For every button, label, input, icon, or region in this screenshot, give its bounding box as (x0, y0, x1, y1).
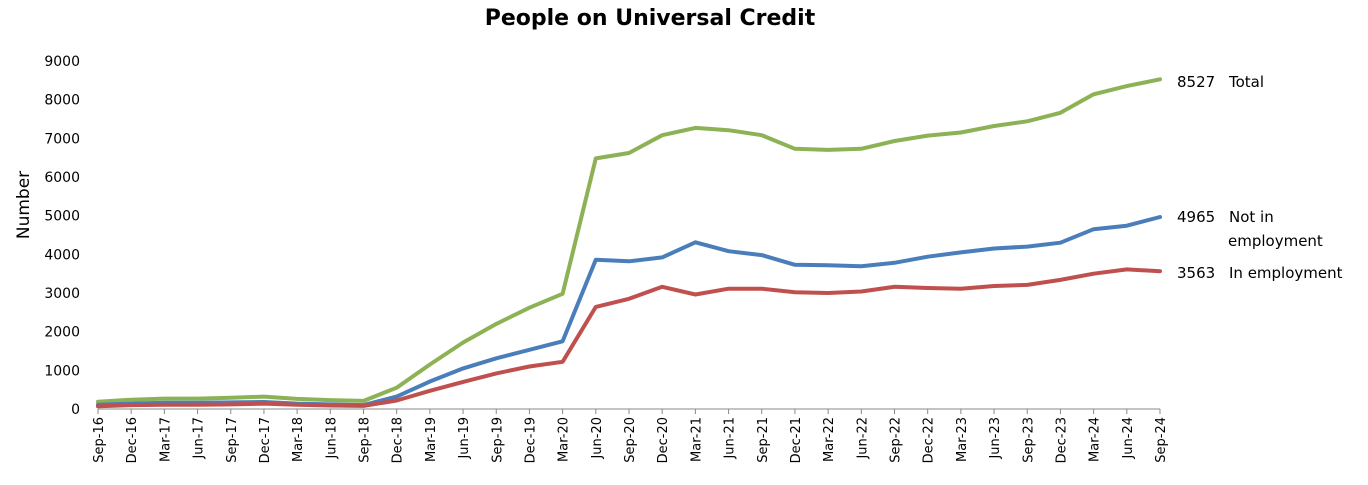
y-tick-label: 7000 (44, 131, 80, 147)
x-tick-label: Mar-21 (689, 417, 704, 462)
x-tick-label: Mar-19 (424, 417, 439, 462)
x-tick-label: Dec-20 (656, 417, 671, 463)
x-tick-label: Jun-20 (590, 417, 605, 460)
y-tick-label: 3000 (44, 286, 80, 302)
x-tick-label: Dec-18 (391, 417, 406, 463)
x-tick-label: Sep-16 (92, 417, 107, 463)
x-tick-label: Dec-16 (125, 417, 140, 463)
series-line-not-in-employment (96, 215, 1162, 408)
x-tick-label: Jun-18 (324, 417, 339, 460)
y-tick-label: 8000 (44, 93, 80, 109)
x-tick-label: Mar-20 (557, 417, 572, 462)
axes: 0 1000 2000 3000 4000 5000 6000 7000 8000 9000 Sep… (44, 54, 1169, 463)
series-line-in-employment (96, 267, 1162, 409)
series-lines (96, 77, 1162, 409)
x-tick-label: Jun-22 (855, 417, 870, 460)
chart-title: People on Universal Credit (484, 6, 816, 31)
x-tick-label: Dec-23 (1054, 417, 1069, 463)
x-tick-label: Sep-23 (1021, 417, 1036, 463)
series-end-value: 8527 (1177, 73, 1215, 91)
x-tick-label: Jun-17 (192, 417, 207, 460)
x-tick-label: Mar-18 (291, 417, 306, 462)
y-tick-label: 9000 (44, 54, 80, 70)
series-end-labels: 8527 Total 4965 Not in employment 3563 In empl… (1177, 73, 1343, 282)
x-tick-label: Sep-20 (623, 417, 638, 463)
x-tick-label: Mar-23 (955, 417, 970, 462)
y-tick-label: 4000 (44, 247, 80, 263)
series-end-value: 4965 (1177, 208, 1215, 226)
x-tick-label: Jun-19 (457, 417, 472, 460)
series-name-label: In employment (1229, 264, 1343, 282)
x-tick-label: Dec-22 (922, 417, 937, 463)
y-tick-label: 5000 (44, 209, 80, 225)
x-tick-label: Sep-21 (756, 417, 771, 463)
x-tick-label: Jun-23 (988, 417, 1003, 460)
y-tick-label: 6000 (44, 170, 80, 186)
y-tick-label: 1000 (44, 363, 80, 379)
x-tick-label: Sep-18 (358, 417, 373, 463)
x-tick-label: Jun-24 (1121, 417, 1136, 460)
series-name-label: employment (1228, 232, 1323, 250)
x-tick-label: Sep-22 (889, 417, 904, 463)
x-tick-label: Dec-17 (258, 417, 273, 463)
x-tick-label: Mar-17 (158, 417, 173, 462)
x-tick-label: Sep-17 (225, 417, 240, 463)
series-line-total (96, 77, 1162, 404)
y-tick-label: 2000 (44, 325, 80, 341)
x-tick-label: Mar-22 (822, 417, 837, 462)
x-tick-label: Sep-24 (1154, 417, 1169, 463)
x-tick-label: Mar-24 (1088, 417, 1103, 462)
x-tick-label: Dec-19 (523, 417, 538, 463)
series-name-label: Not in (1229, 208, 1274, 226)
series-name-label: Total (1228, 73, 1264, 91)
x-tick-label: Sep-19 (490, 417, 505, 463)
y-tick-label: 0 (71, 402, 80, 418)
x-tick-label: Dec-21 (789, 417, 804, 463)
series-end-value: 3563 (1177, 264, 1215, 282)
x-tick-label: Jun-21 (723, 417, 738, 460)
